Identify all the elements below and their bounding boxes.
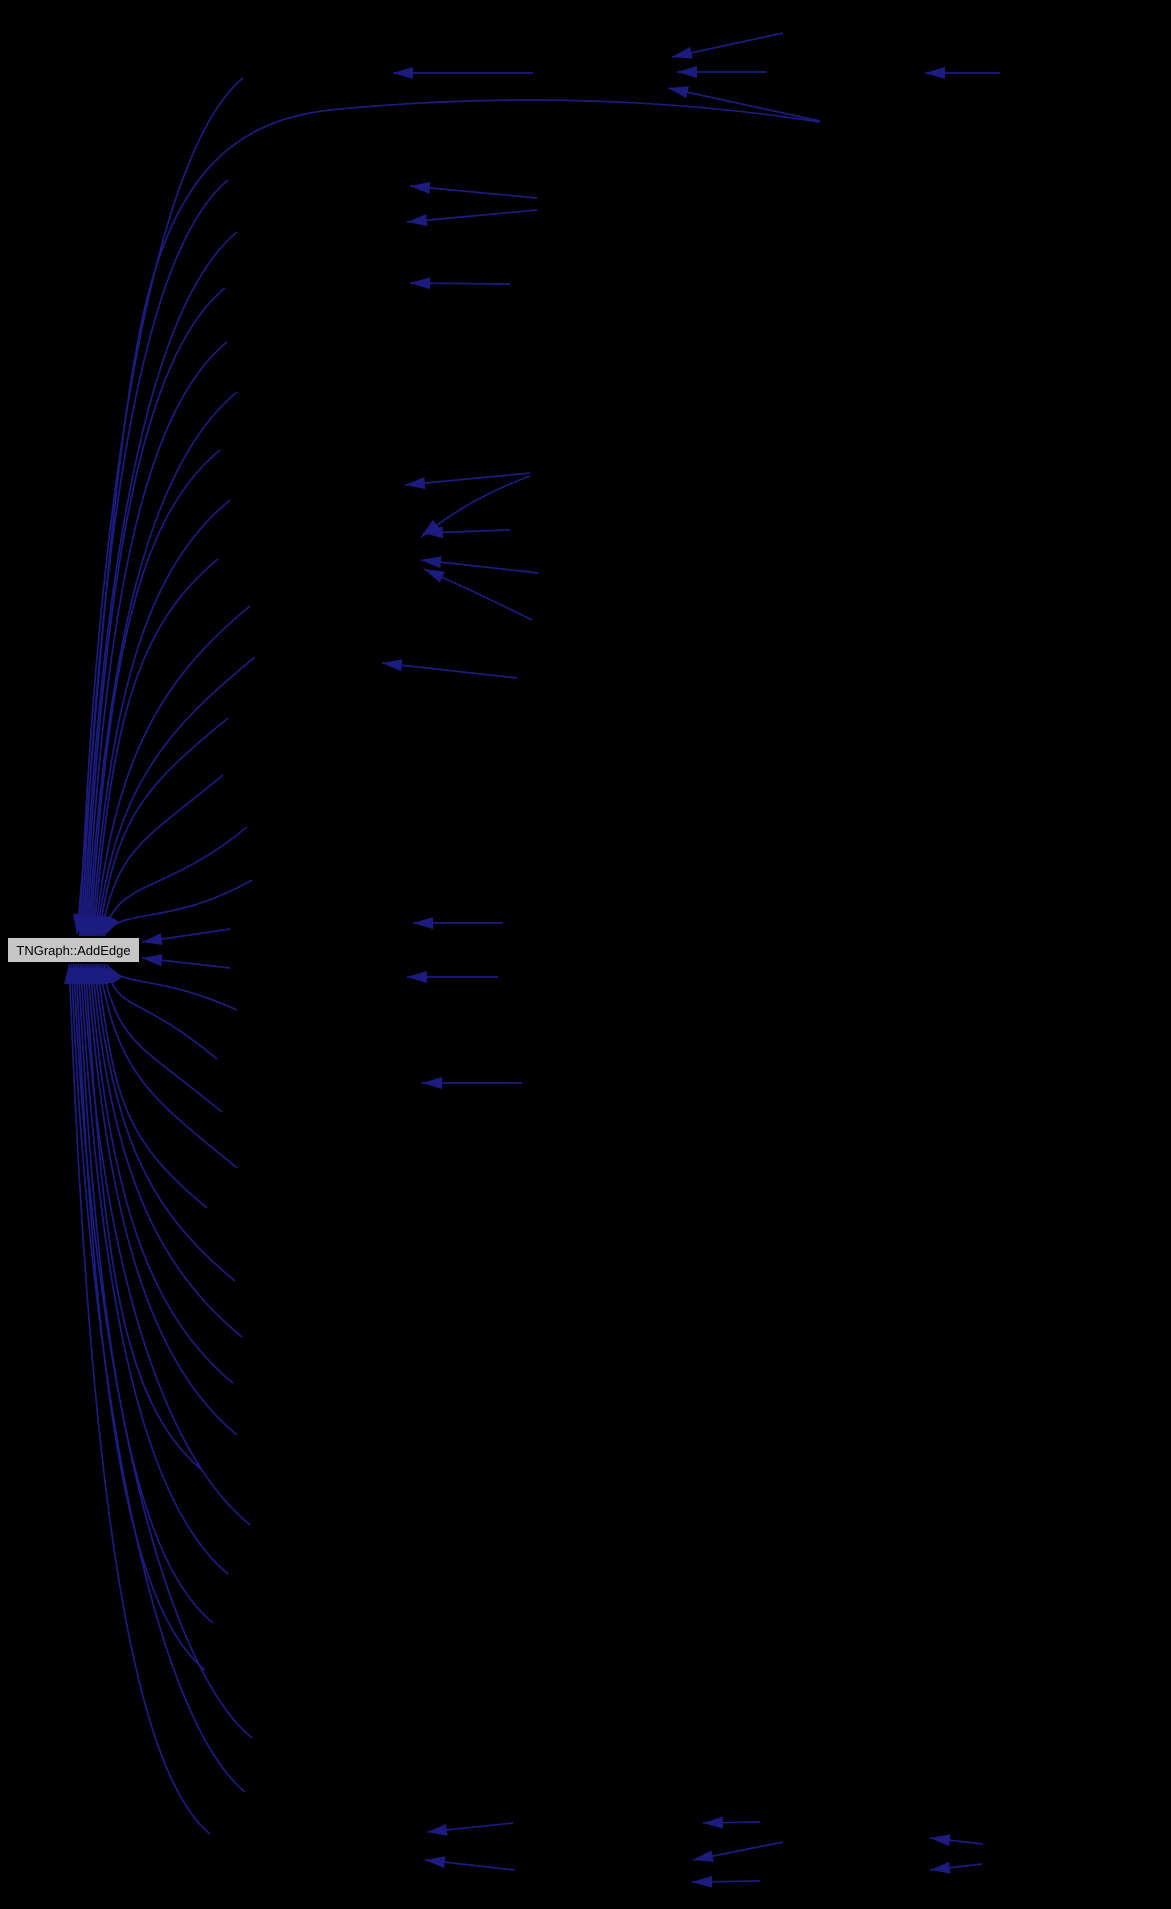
graph-node-current-function: TNGraph::AddEdge: [7, 937, 140, 963]
caller-edge-top: [85, 449, 221, 937]
caller-edge-bottom: [71, 963, 206, 1671]
caller-edge-top: [101, 826, 248, 937]
caller-edge-bottom: [87, 963, 243, 1338]
caller-edge-straight: [409, 277, 511, 290]
caller-edge-straight: [929, 1861, 983, 1874]
caller-edge-straight: [691, 1875, 761, 1888]
caller-edge-straight: [426, 1822, 514, 1836]
caller-edge-straight: [381, 659, 518, 679]
caller-edge-bottom: [83, 963, 238, 1436]
caller-edge-curved: [423, 568, 533, 621]
caller-edge-top: [83, 391, 238, 937]
caller-edge-bottom: [90, 963, 236, 1282]
caller-edge-straight: [406, 209, 538, 227]
caller-edge-straight: [422, 526, 511, 539]
caller-edge-bottom: [99, 963, 223, 1113]
caller-edge-straight: [929, 1834, 984, 1847]
caller-edge-top: [74, 77, 244, 937]
caller-edge-top: [91, 605, 251, 937]
caller-edge-top: [87, 499, 231, 937]
caller-edge-bottom: [68, 963, 253, 1739]
caller-edge-long-sweep: [72, 99, 821, 935]
caller-edge-top: [93, 656, 256, 937]
caller-edge-top: [78, 231, 238, 937]
caller-edge-top: [80, 287, 226, 937]
caller-edge-top: [98, 774, 224, 937]
caller-edge-curved: [420, 475, 531, 538]
caller-edge-top: [95, 717, 229, 937]
caller-edge-bottom: [78, 963, 251, 1526]
caller-edge-bottom: [63, 963, 211, 1835]
caller-edge-straight: [702, 1816, 761, 1829]
caller-edge-top: [81, 341, 228, 937]
caller-edge-straight: [424, 1856, 516, 1871]
caller-edge-straight: [141, 954, 231, 969]
caller-edge-bottom: [96, 963, 238, 1169]
caller-edge-bottom: [80, 963, 203, 1471]
caller-edge-top: [89, 558, 219, 937]
caller-edge-straight: [141, 928, 231, 946]
caller-edge-straight: [420, 556, 539, 574]
caller-edge-bottom: [105, 963, 238, 1011]
caller-edge-top: [103, 879, 253, 937]
caller-edge-straight: [409, 181, 538, 199]
caller-edge-bottom: [93, 963, 208, 1209]
caller-edge-straight: [692, 1841, 784, 1862]
caller-edge-straight: [667, 86, 821, 122]
caller-edge-straight: [671, 32, 784, 59]
caller-edge-straight: [404, 472, 531, 490]
caller-edge-bottom: [85, 963, 234, 1384]
caller-edge-bottom: [75, 963, 229, 1575]
caller-edge-bottom: [66, 963, 246, 1793]
